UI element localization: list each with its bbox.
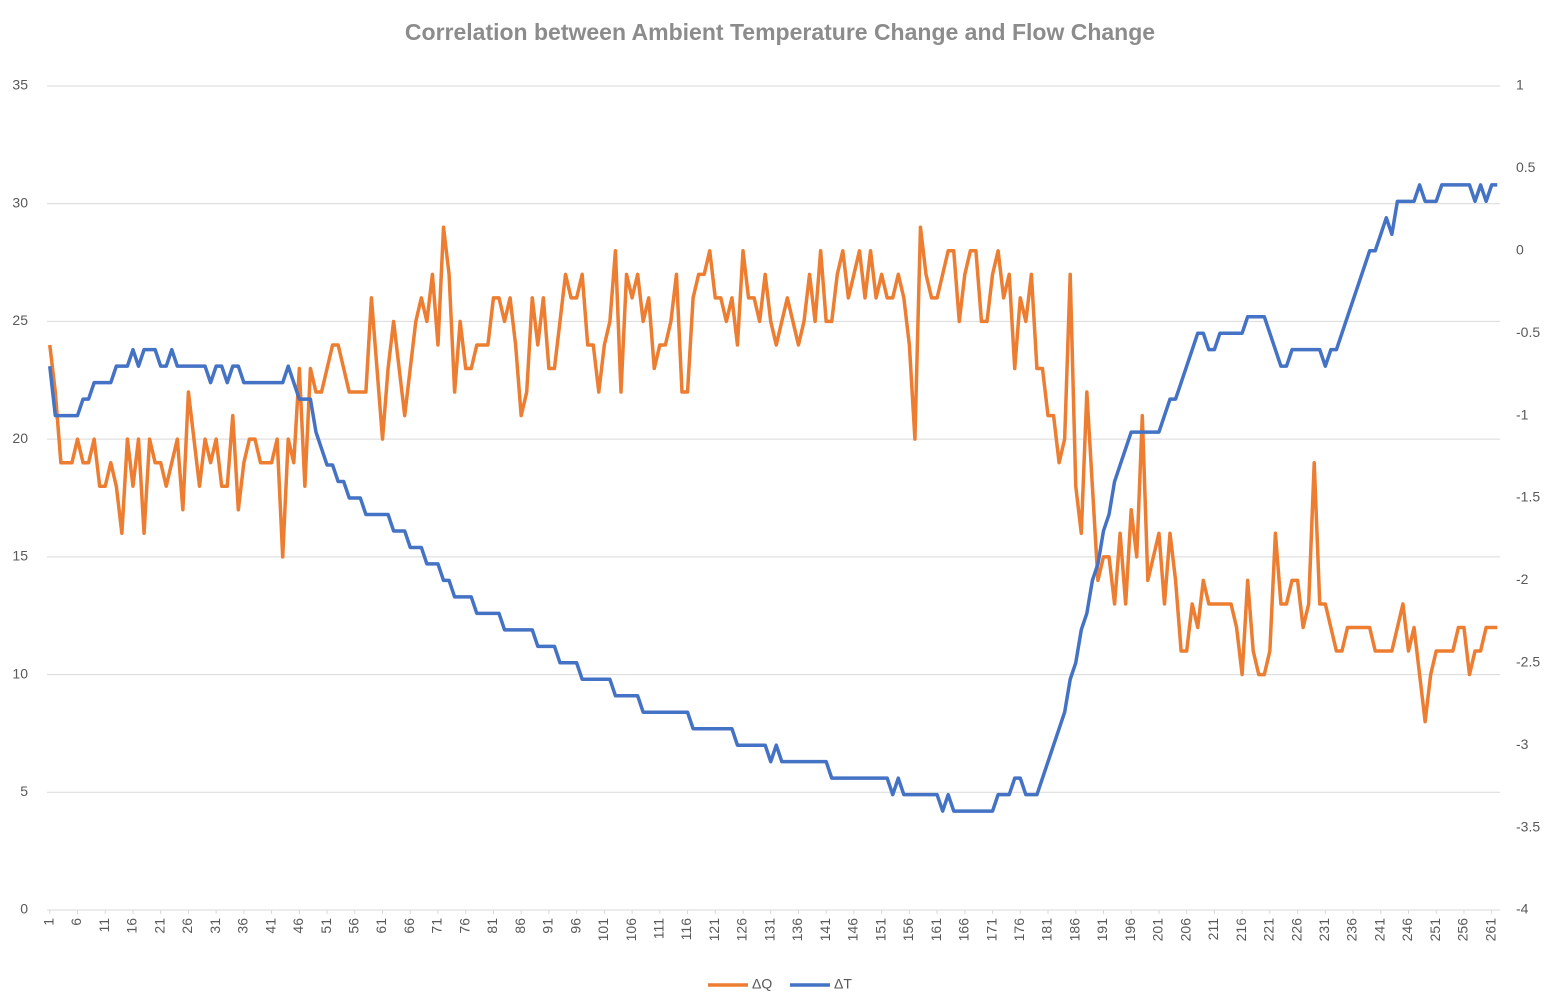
x-tick-label: 191 <box>1094 918 1110 942</box>
legend-label: ΔT <box>834 976 852 992</box>
x-tick-label: 166 <box>956 918 972 942</box>
y-tick-label: 10 <box>12 665 28 681</box>
y2-tick-label: 0.5 <box>1516 159 1536 175</box>
x-tick-label: 156 <box>900 918 916 942</box>
x-tick-label: 106 <box>623 918 639 942</box>
legend-label: ΔQ <box>752 976 772 992</box>
x-tick-label: 216 <box>1233 918 1249 942</box>
x-tick-label: 91 <box>540 918 556 934</box>
x-tick-label: 186 <box>1066 918 1082 942</box>
x-tick-label: 226 <box>1288 918 1304 942</box>
x-tick-label: 111 <box>651 918 667 939</box>
x-tick-label: 121 <box>706 918 722 942</box>
y-tick-label: 20 <box>12 430 28 446</box>
x-tick-label: 86 <box>512 918 528 934</box>
x-tick-label: 136 <box>789 918 805 942</box>
x-tick-label: 211 <box>1205 918 1221 941</box>
x-tick-label: 181 <box>1039 918 1055 942</box>
x-tick-label: 171 <box>983 918 999 942</box>
x-tick-label: 151 <box>872 918 888 942</box>
x-tick-label: 16 <box>124 918 140 934</box>
x-tick-label: 46 <box>290 918 306 934</box>
y-tick-label: 30 <box>12 194 28 210</box>
x-tick-label: 21 <box>151 918 167 934</box>
y2-tick-label: -3.5 <box>1516 818 1540 834</box>
x-tick-label: 96 <box>567 918 583 934</box>
x-tick-label: 101 <box>595 918 611 942</box>
x-tick-label: 256 <box>1455 918 1471 942</box>
y2-tick-label: 0 <box>1516 242 1524 258</box>
x-tick-label: 41 <box>262 918 278 934</box>
x-tick-label: 31 <box>207 918 223 934</box>
x-tick-label: 146 <box>845 918 861 942</box>
series-line <box>48 183 1498 813</box>
x-tick-label: 81 <box>484 918 500 934</box>
x-tick-label: 61 <box>373 918 389 934</box>
x-tick-label: 56 <box>345 918 361 934</box>
x-tick-label: 206 <box>1177 918 1193 942</box>
y2-tick-label: -2 <box>1516 571 1529 587</box>
y2-tick-label: -3 <box>1516 736 1529 752</box>
y-tick-label: 15 <box>12 548 28 564</box>
y-tick-label: 35 <box>12 77 28 93</box>
y-tick-label: 25 <box>12 312 28 328</box>
x-tick-label: 26 <box>179 918 195 934</box>
chart-title: Correlation between Ambient Temperature … <box>405 19 1155 45</box>
x-tick-label: 141 <box>817 918 833 942</box>
x-tick-label: 231 <box>1316 918 1332 942</box>
y2-tick-label: -1.5 <box>1516 489 1540 505</box>
x-tick-label: 71 <box>429 918 445 934</box>
x-tick-label: 131 <box>761 918 777 942</box>
x-tick-label: 161 <box>928 918 944 942</box>
y2-tick-label: -2.5 <box>1516 654 1540 670</box>
x-tick-label: 176 <box>1011 918 1027 942</box>
x-tick-label: 11 <box>96 918 112 933</box>
x-tick-label: 6 <box>68 918 84 926</box>
x-tick-label: 221 <box>1261 918 1277 942</box>
x-tick-label: 251 <box>1427 918 1443 942</box>
x-tick-label: 196 <box>1122 918 1138 942</box>
x-tick-label: 66 <box>401 918 417 934</box>
y2-tick-label: -4 <box>1516 901 1529 917</box>
x-tick-label: 126 <box>734 918 750 942</box>
x-tick-label: 236 <box>1344 918 1360 942</box>
x-tick-label: 76 <box>456 918 472 934</box>
x-tick-label: 51 <box>318 918 334 934</box>
y2-tick-label: 1 <box>1516 77 1524 93</box>
y2-tick-label: -0.5 <box>1516 324 1540 340</box>
x-tick-label: 116 <box>678 918 694 941</box>
x-tick-label: 36 <box>235 918 251 934</box>
x-tick-label: 201 <box>1150 918 1166 942</box>
y-tick-label: 5 <box>20 783 28 799</box>
y2-tick-label: -1 <box>1516 406 1529 422</box>
x-tick-label: 261 <box>1482 918 1498 942</box>
x-tick-label: 241 <box>1371 918 1387 942</box>
y-tick-label: 0 <box>20 901 28 917</box>
series-line <box>48 225 1498 724</box>
x-tick-label: 1 <box>40 918 56 926</box>
x-tick-label: 246 <box>1399 918 1415 942</box>
